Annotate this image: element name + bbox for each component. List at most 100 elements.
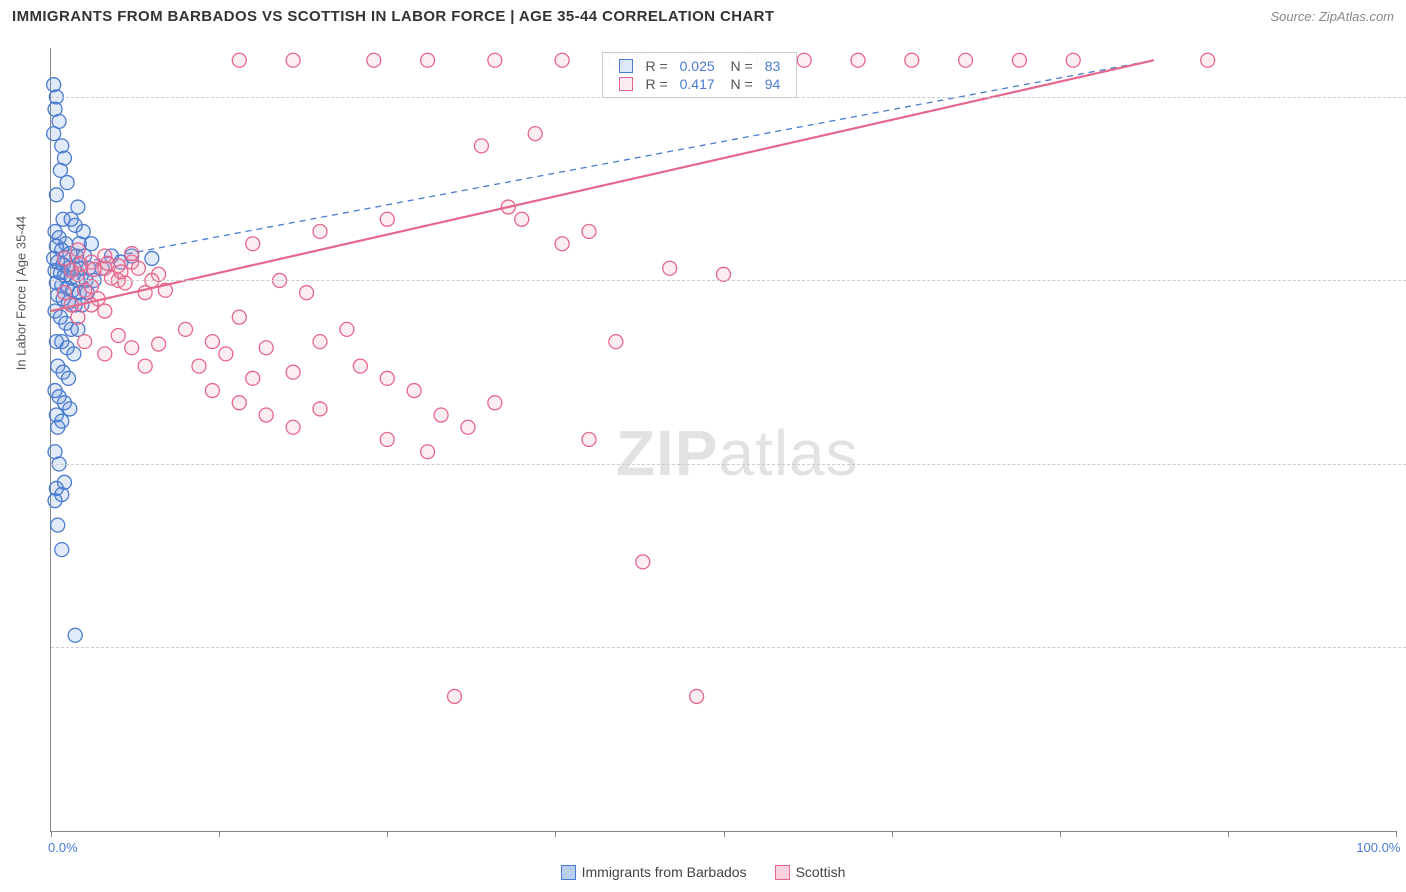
scatter-point [67,347,81,361]
x-tick [1228,831,1229,837]
scatter-point [313,402,327,416]
scatter-point [55,543,69,557]
scatter-point [179,322,193,336]
scatter-point [407,384,421,398]
scatter-point [246,371,260,385]
scatter-point [797,53,811,67]
legend-swatch [775,865,790,880]
source-attribution: Source: ZipAtlas.com [1270,9,1394,24]
chart-title: IMMIGRANTS FROM BARBADOS VS SCOTTISH IN … [12,8,774,25]
scatter-point [47,127,61,141]
stats-n-value: 94 [759,75,787,93]
stats-r-value: 0.417 [674,75,721,93]
scatter-point [61,371,75,385]
gridline-h [51,280,1406,281]
stats-r-label: R = [639,75,673,93]
scatter-point [461,420,475,434]
x-tick [892,831,893,837]
scatter-point [380,433,394,447]
scatter-point [474,139,488,153]
scatter-point [49,188,63,202]
scatter-point [1012,53,1026,67]
x-tick [1396,831,1397,837]
scatter-point [1201,53,1215,67]
scatter-point [114,265,128,279]
scatter-point [380,212,394,226]
scatter-point [421,53,435,67]
scatter-point [63,402,77,416]
stats-n-label: N = [721,57,759,75]
gridline-h [51,464,1406,465]
scatter-point [313,335,327,349]
scatter-point [74,258,88,272]
scatter-point [219,347,233,361]
chart-plot-area: In Labor Force | Age 35-44 ZIPatlas R =0… [50,48,1396,832]
scatter-point [125,247,139,261]
scatter-point [851,53,865,67]
scatter-point [145,251,159,265]
scatter-point [515,212,529,226]
stats-legend-box: R =0.025 N =83R =0.417 N =94 [602,52,797,98]
scatter-point [55,139,69,153]
scatter-point [100,256,114,270]
scatter-point [51,420,65,434]
scatter-point [48,494,62,508]
scatter-point [488,396,502,410]
x-tick [51,831,52,837]
scatter-point [232,396,246,410]
scatter-point [60,176,74,190]
legend-swatch [561,865,576,880]
scatter-point [340,322,354,336]
scatter-point [192,359,206,373]
scatter-point [690,689,704,703]
y-axis-label: In Labor Force | Age 35-44 [14,215,29,369]
scatter-point [259,408,273,422]
scatter-point [51,518,65,532]
scatter-point [232,53,246,67]
scatter-point [87,262,101,276]
scatter-point [959,53,973,67]
scatter-point [68,628,82,642]
stats-n-value: 83 [759,57,787,75]
legend-item: Immigrants from Barbados [561,864,747,880]
scatter-point [259,341,273,355]
legend-label: Immigrants from Barbados [582,864,747,880]
stats-table: R =0.025 N =83R =0.417 N =94 [613,57,786,93]
x-tick [724,831,725,837]
stats-swatch [619,59,633,73]
scatter-point [434,408,448,422]
x-tick [219,831,220,837]
x-tick [555,831,556,837]
scatter-point [286,420,300,434]
scatter-point [78,283,92,297]
stats-swatch [619,77,633,91]
legend-bottom: Immigrants from Barbados Scottish [0,864,1406,880]
scatter-point [286,53,300,67]
scatter-point [205,384,219,398]
scatter-point [138,359,152,373]
scatter-point [300,286,314,300]
scatter-point [71,243,85,257]
scatter-point [528,127,542,141]
scatter-point [78,335,92,349]
x-tick-label: 100.0% [1356,840,1400,855]
scatter-svg [51,48,1396,831]
legend-label: Scottish [796,864,846,880]
scatter-point [582,225,596,239]
scatter-point [152,337,166,351]
x-tick-label: 0.0% [48,840,78,855]
scatter-point [448,689,462,703]
scatter-point [905,53,919,67]
scatter-point [488,53,502,67]
scatter-point [555,53,569,67]
stats-r-value: 0.025 [674,57,721,75]
scatter-point [246,237,260,251]
scatter-point [47,78,61,92]
scatter-point [125,341,139,355]
scatter-point [421,445,435,459]
scatter-point [313,225,327,239]
scatter-point [353,359,367,373]
scatter-point [71,310,85,324]
stats-n-label: N = [721,75,759,93]
scatter-point [205,335,219,349]
